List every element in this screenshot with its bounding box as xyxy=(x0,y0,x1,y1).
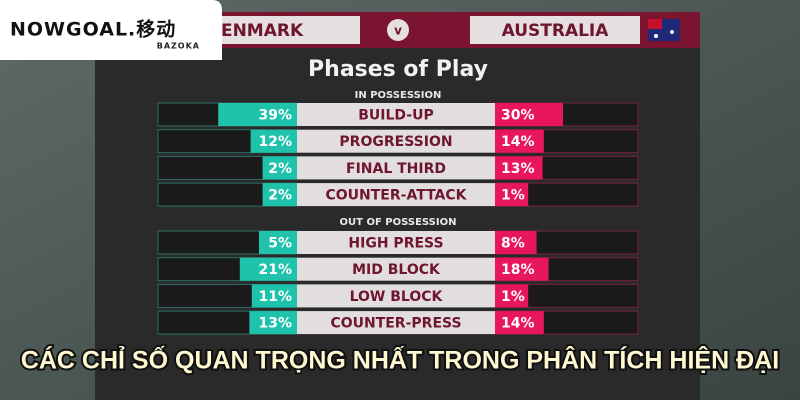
away-bar xyxy=(495,156,543,180)
away-value-label: 1% xyxy=(501,289,525,305)
away-bar xyxy=(495,103,563,126)
flag xyxy=(648,19,680,41)
away-value-label: 13% xyxy=(501,161,535,177)
category-box xyxy=(297,284,495,308)
category-box xyxy=(297,156,495,180)
category-label: FINAL THIRD xyxy=(346,161,446,177)
away-value-label: 14% xyxy=(501,134,535,150)
away-value-label: 18% xyxy=(501,262,535,278)
home-value-label: 5% xyxy=(268,236,292,252)
category-label: HIGH PRESS xyxy=(348,236,443,252)
home-value-label: 11% xyxy=(258,289,292,305)
category-box xyxy=(297,103,495,126)
chart-title: Phases of Play xyxy=(308,57,488,82)
home-box xyxy=(200,16,360,44)
versus-badge xyxy=(387,19,409,41)
home-value-label: 39% xyxy=(258,108,292,124)
category-label: PROGRESSION xyxy=(339,134,452,150)
away-bar xyxy=(495,129,544,153)
logo-brand: NOWGOAL.移动 xyxy=(10,18,176,41)
away-bar xyxy=(495,257,549,281)
logo-sub: BAZOKA xyxy=(157,42,200,51)
category-label: MID BLOCK xyxy=(352,262,441,278)
home-team: DENMARK xyxy=(207,21,304,41)
away-box xyxy=(470,16,640,44)
away-value-label: 30% xyxy=(501,108,535,124)
home-value-label: 2% xyxy=(268,188,292,204)
category-box xyxy=(297,231,495,254)
away-bar xyxy=(495,311,544,335)
home-bar xyxy=(249,311,297,335)
away-team: AUSTRALIA xyxy=(502,21,610,41)
section-label: IN POSSESSION xyxy=(355,90,442,101)
home-value-label: 2% xyxy=(268,161,292,177)
section-label: OUT OF POSSESSION xyxy=(340,217,457,228)
home-bar xyxy=(239,257,297,281)
logo-box xyxy=(0,0,222,60)
home-bar xyxy=(262,183,297,207)
category-box xyxy=(297,311,495,335)
away-value-label: 1% xyxy=(501,188,525,204)
home-value-label: 21% xyxy=(258,262,292,278)
versus: v xyxy=(394,24,402,38)
away-bar xyxy=(495,284,529,308)
home-bar xyxy=(259,231,297,254)
home-bar xyxy=(251,284,297,308)
home-bar xyxy=(262,156,297,180)
category-box xyxy=(297,129,495,153)
category-label: COUNTER-PRESS xyxy=(330,316,461,332)
away-value-label: 8% xyxy=(501,236,525,252)
away-bar xyxy=(495,183,529,207)
category-label: BUILD-UP xyxy=(358,108,434,124)
away-value-label: 14% xyxy=(501,316,535,332)
home-bar xyxy=(250,129,297,153)
caption: CÁC CHỈ SỐ QUAN TRỌNG NHẤT TRONG PHÂN TÍ… xyxy=(21,345,779,375)
home-value-label: 13% xyxy=(258,316,292,332)
home-bar xyxy=(218,103,297,126)
category-label: COUNTER-ATTACK xyxy=(325,188,467,204)
home-value-label: 12% xyxy=(258,134,292,150)
rows: IN POSSESSION BUILD-UP 39% 30% PROGRESSION 12… xyxy=(157,90,639,335)
away-bar xyxy=(495,231,537,254)
category-box xyxy=(297,257,495,281)
category-box xyxy=(297,183,495,207)
category-label: LOW BLOCK xyxy=(350,289,444,305)
